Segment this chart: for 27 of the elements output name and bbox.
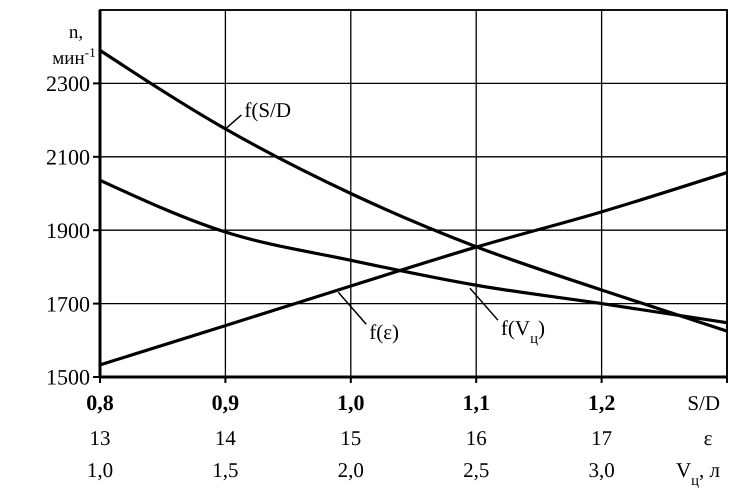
x-tick-label: 0,8 <box>86 390 114 415</box>
y-tick-label: 1900 <box>46 218 90 243</box>
y-tick-label: 2100 <box>46 144 90 170</box>
x-tick-label: 1,0 <box>86 458 114 482</box>
y-axis-title: n, мин$^{-1}$ <box>52 22 96 69</box>
x-tick-label: 17 <box>591 426 612 450</box>
x-tick-label: 1,0 <box>337 390 365 415</box>
x-tick-label: 15 <box>340 426 362 450</box>
y-tick-label: 2300 <box>46 71 90 96</box>
y-tick-label: 1500 <box>46 364 90 390</box>
annotation: f(V$_{ц}$) <box>500 316 545 348</box>
x-tick-label: 1,2 <box>588 390 616 415</box>
annotation: f(ε) <box>369 320 400 344</box>
x-tick-label: 14 <box>214 426 236 450</box>
x-tick-label: 1,1 <box>462 390 490 415</box>
x-tick-label: 3,0 <box>588 458 615 482</box>
x-tick-label: 16 <box>466 426 487 450</box>
y-tick-label: 1700 <box>46 291 90 316</box>
x-tick-label: 1,5 <box>212 458 239 482</box>
x-axis-title: ε <box>704 426 713 450</box>
x-axis-title: V$_{ц}$, л <box>676 458 720 489</box>
x-tick-label: 2,0 <box>338 458 364 482</box>
annotation: f(S/D <box>244 98 292 122</box>
x-tick-label: 0,9 <box>212 390 240 415</box>
x-tick-label: 2,5 <box>463 458 490 482</box>
x-tick-label: 13 <box>90 426 110 450</box>
x-axis-title: S/D <box>687 391 720 415</box>
